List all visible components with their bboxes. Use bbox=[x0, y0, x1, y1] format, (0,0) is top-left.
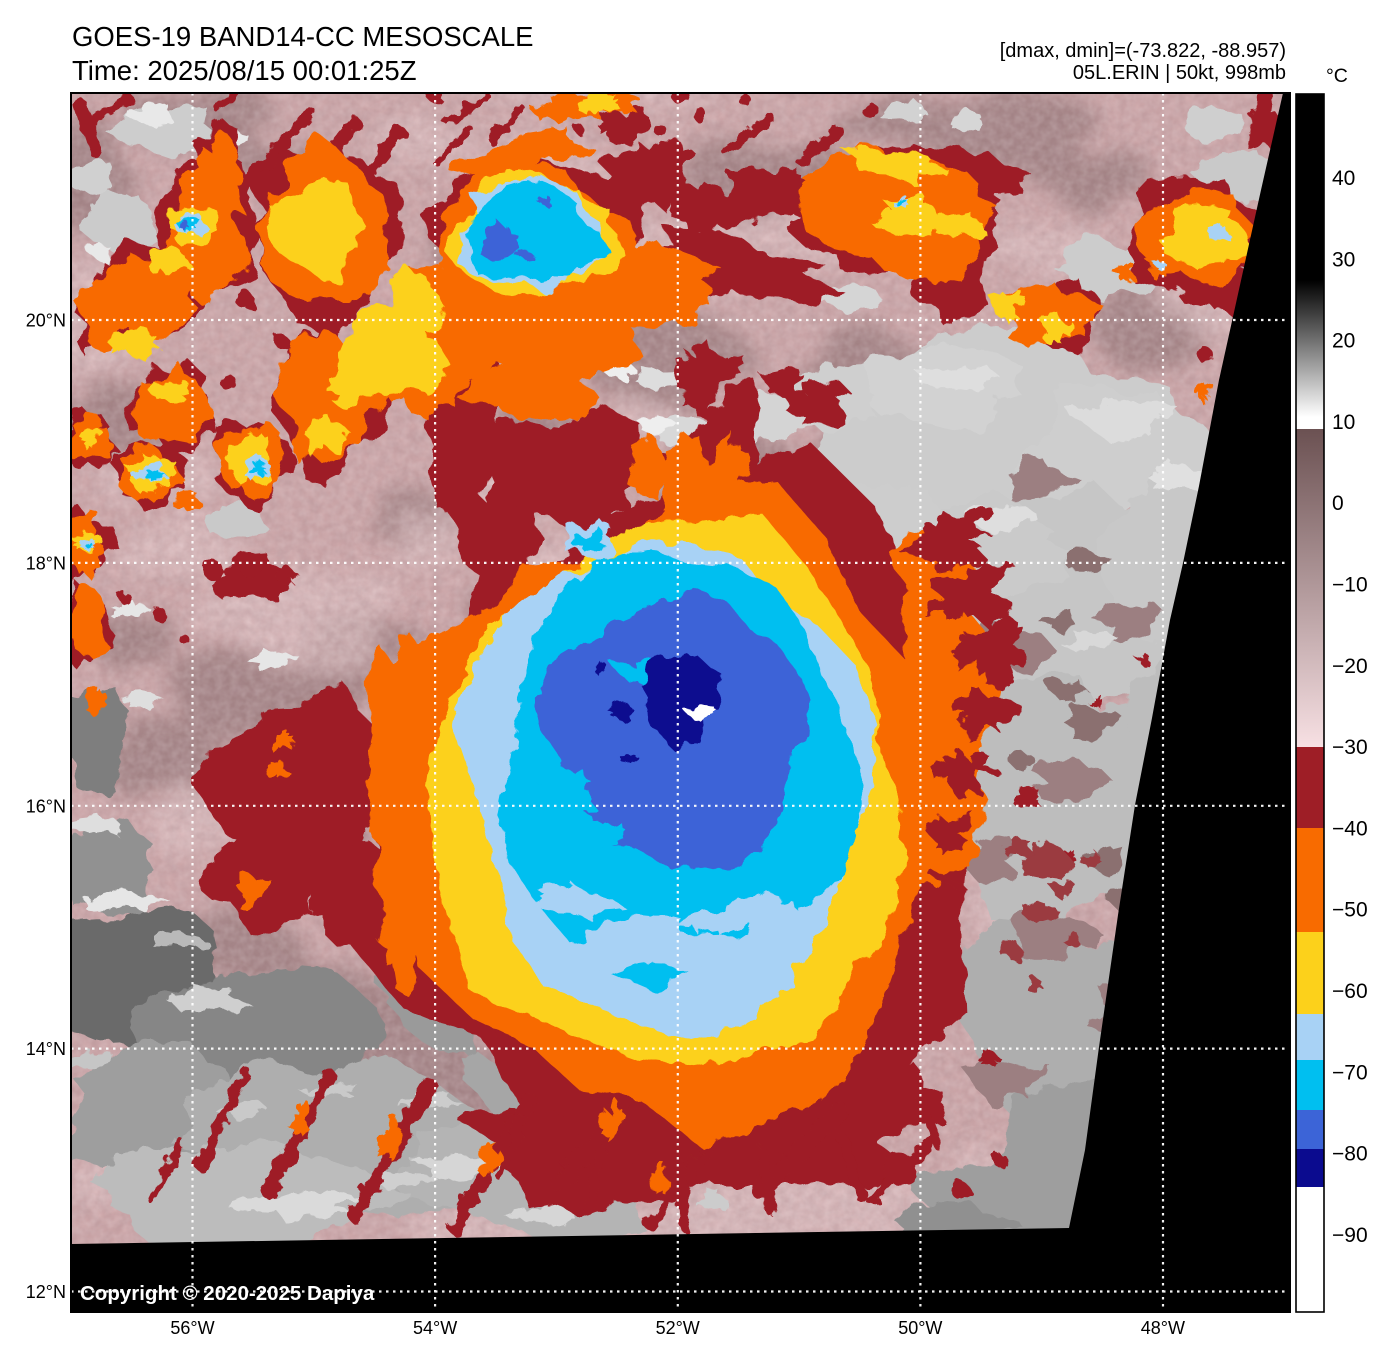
svg-text:16°N: 16°N bbox=[26, 796, 66, 816]
svg-text:52°W: 52°W bbox=[656, 1318, 700, 1338]
svg-text:Copyright © 2020-2025 Dapiya: Copyright © 2020-2025 Dapiya bbox=[80, 1282, 375, 1305]
svg-text:−90: −90 bbox=[1332, 1224, 1368, 1247]
svg-text:54°W: 54°W bbox=[413, 1318, 457, 1338]
svg-text:−20: −20 bbox=[1332, 655, 1368, 678]
svg-text:18°N: 18°N bbox=[26, 553, 66, 573]
svg-text:−50: −50 bbox=[1332, 899, 1368, 922]
svg-text:56°W: 56°W bbox=[170, 1318, 214, 1338]
svg-text:40: 40 bbox=[1332, 167, 1355, 190]
svg-text:10: 10 bbox=[1332, 411, 1355, 434]
svg-text:12°N: 12°N bbox=[26, 1282, 66, 1302]
svg-text:30: 30 bbox=[1332, 248, 1355, 271]
svg-text:−30: −30 bbox=[1332, 736, 1368, 759]
svg-text:GOES-19 BAND14-CC MESOSCALE: GOES-19 BAND14-CC MESOSCALE bbox=[72, 21, 534, 52]
svg-text:50°W: 50°W bbox=[898, 1318, 942, 1338]
svg-text:0: 0 bbox=[1332, 492, 1344, 515]
svg-text:20°N: 20°N bbox=[26, 311, 66, 331]
svg-text:−60: −60 bbox=[1332, 980, 1368, 1003]
svg-text:−80: −80 bbox=[1332, 1143, 1368, 1166]
svg-text:14°N: 14°N bbox=[26, 1039, 66, 1059]
svg-text:05L.ERIN | 50kt, 998mb: 05L.ERIN | 50kt, 998mb bbox=[1073, 62, 1286, 84]
svg-text:−40: −40 bbox=[1332, 817, 1368, 840]
svg-text:Time: 2025/08/15 00:01:25Z: Time: 2025/08/15 00:01:25Z bbox=[72, 55, 417, 86]
svg-text:20: 20 bbox=[1332, 330, 1355, 353]
svg-text:[dmax, dmin]=(-73.822, -88.957: [dmax, dmin]=(-73.822, -88.957) bbox=[1000, 40, 1286, 62]
svg-text:−10: −10 bbox=[1332, 574, 1368, 597]
svg-text:−70: −70 bbox=[1332, 1061, 1368, 1084]
svg-text:°C: °C bbox=[1326, 65, 1348, 87]
svg-text:48°W: 48°W bbox=[1141, 1318, 1185, 1338]
